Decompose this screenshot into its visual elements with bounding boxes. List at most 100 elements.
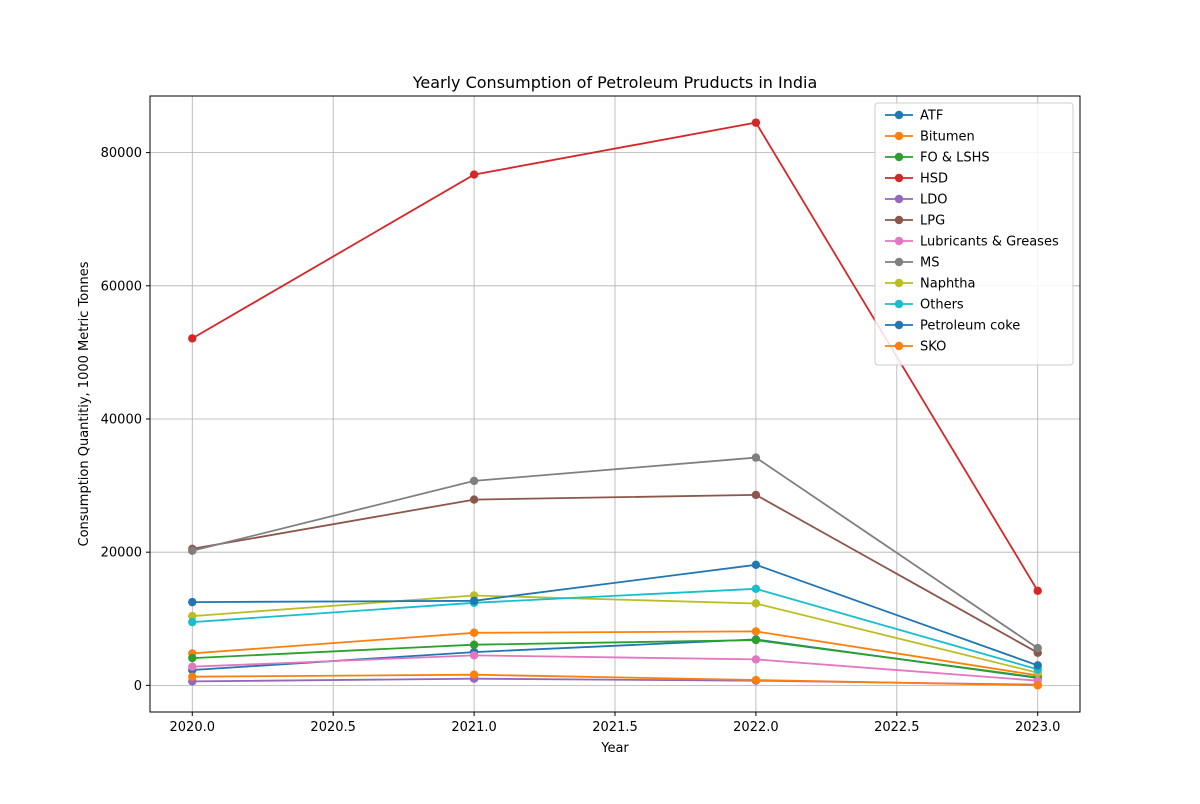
legend-label: ATF <box>920 109 943 124</box>
y-tick-label: 60000 <box>101 279 142 294</box>
legend-item: Others <box>885 298 964 313</box>
legend-label: LDO <box>920 193 948 208</box>
legend-box <box>874 102 1074 366</box>
x-axis-ticks: 2020.0 2020.5 2021.0 2021.5 2022.0 2022.5 2023… <box>170 712 1061 735</box>
legend-swatch-marker <box>894 194 904 204</box>
legend-swatch-marker <box>894 257 904 267</box>
data-point-hsd <box>188 334 197 343</box>
series-lines <box>188 118 1042 690</box>
y-tick-label: 40000 <box>101 412 142 427</box>
data-point-petroleum-coke <box>188 597 197 607</box>
x-tick-label: 2021.0 <box>451 720 497 735</box>
data-point-others <box>188 617 197 627</box>
legend-swatch-marker <box>894 236 904 246</box>
legend-swatch-marker <box>894 341 904 351</box>
data-point-petroleum-coke <box>1033 661 1042 670</box>
data-point-fo-lshs <box>751 635 761 645</box>
data-point-lpg <box>751 490 761 500</box>
series-line-bitumen <box>192 630 1038 677</box>
legend-swatch-marker <box>894 299 904 309</box>
chart-title: Yearly Consumption of Petroleum Pruducts… <box>412 73 818 92</box>
data-point-lpg <box>469 495 479 504</box>
legend-label: HSD <box>920 172 948 187</box>
legend-item: MS <box>885 256 939 271</box>
data-point-sko <box>1033 681 1042 690</box>
legend-label: MS <box>920 256 939 271</box>
x-tick-label: 2020.0 <box>170 720 216 735</box>
x-tick-label: 2022.0 <box>733 720 779 735</box>
series-line-ms <box>192 456 1039 649</box>
legend-item: SKO <box>885 340 946 355</box>
legend-swatch-marker <box>894 215 904 225</box>
data-point-lubricants-greases <box>469 651 479 660</box>
x-tick-label: 2023.0 <box>1015 720 1061 735</box>
series-petroleum-coke <box>188 560 1042 670</box>
y-tick-label: 0 <box>134 679 142 694</box>
data-point-sko <box>469 670 479 679</box>
series-line-fo-lshs <box>192 639 1038 679</box>
legend-item: Lubricants & Greases <box>885 235 1059 250</box>
series-lubricants-greases <box>188 651 1042 685</box>
y-axis-label: Consumption Quantitiy, 1000 Metric Tonne… <box>77 261 92 546</box>
legend-label: Others <box>920 298 964 313</box>
legend-label: Naphtha <box>920 277 976 292</box>
x-tick-label: 2020.5 <box>310 720 356 735</box>
data-point-hsd <box>751 118 761 127</box>
data-point-naphtha <box>188 611 197 621</box>
data-point-fo-lshs <box>188 653 197 663</box>
series-line-others <box>192 587 1038 671</box>
y-tick-label: 80000 <box>101 146 142 161</box>
legend-item: FO & LSHS <box>885 151 990 166</box>
x-tick-label: 2022.5 <box>874 720 920 735</box>
y-axis-ticks: 0 20000 40000 60000 80000 <box>101 146 150 694</box>
legend-swatch-marker <box>894 110 904 120</box>
data-point-naphtha <box>751 599 761 608</box>
legend-item: LDO <box>885 193 948 208</box>
data-point-others <box>751 584 761 593</box>
series-line-naphtha <box>192 594 1038 674</box>
legend-label: FO & LSHS <box>920 151 990 166</box>
legend-label: SKO <box>920 340 946 355</box>
x-tick-label: 2021.5 <box>592 720 638 735</box>
x-axis-label: Year <box>600 741 629 756</box>
series-sko <box>188 670 1042 690</box>
series-line-sko <box>192 673 1038 687</box>
data-point-bitumen <box>469 628 479 637</box>
legend-item: Petroleum coke <box>885 319 1020 334</box>
legend-item: HSD <box>885 172 948 187</box>
y-tick-label: 20000 <box>101 546 142 561</box>
legend-label: Bitumen <box>920 130 975 145</box>
data-point-petroleum-coke <box>751 560 761 570</box>
data-point-ms <box>1033 643 1042 653</box>
data-point-sko <box>188 672 197 681</box>
legend-swatch-marker <box>894 152 904 162</box>
legend-swatch-marker <box>894 320 904 330</box>
legend-item: LPG <box>885 214 945 229</box>
data-point-bitumen <box>751 627 761 636</box>
legend-item: ATF <box>885 109 943 124</box>
legend-label: Lubricants & Greases <box>920 235 1059 250</box>
legend-swatch-marker <box>894 131 904 141</box>
data-point-petroleum-coke <box>469 596 479 605</box>
series-line-lpg <box>192 493 1039 654</box>
legend: ATF Bitumen FO & LSHS HSD LDO LPG Lubricants &… <box>874 102 1074 366</box>
data-point-ms <box>751 453 761 462</box>
legend-item: Bitumen <box>885 130 975 145</box>
data-point-lubricants-greases <box>751 655 761 664</box>
data-point-lubricants-greases <box>188 662 197 671</box>
legend-swatch-marker <box>894 278 904 288</box>
series-ms <box>188 453 1042 653</box>
legend-item: Naphtha <box>885 277 976 292</box>
series-lpg <box>188 490 1042 657</box>
data-point-ms <box>188 546 197 556</box>
series-line-lubricants-greases <box>192 654 1038 682</box>
legend-label: Petroleum coke <box>920 319 1020 334</box>
data-point-hsd <box>469 170 479 179</box>
data-point-fo-lshs <box>469 640 479 649</box>
legend-label: LPG <box>920 214 945 229</box>
data-point-ms <box>469 476 479 486</box>
legend-swatch-marker <box>894 173 904 183</box>
series-line-petroleum-coke <box>192 563 1039 667</box>
